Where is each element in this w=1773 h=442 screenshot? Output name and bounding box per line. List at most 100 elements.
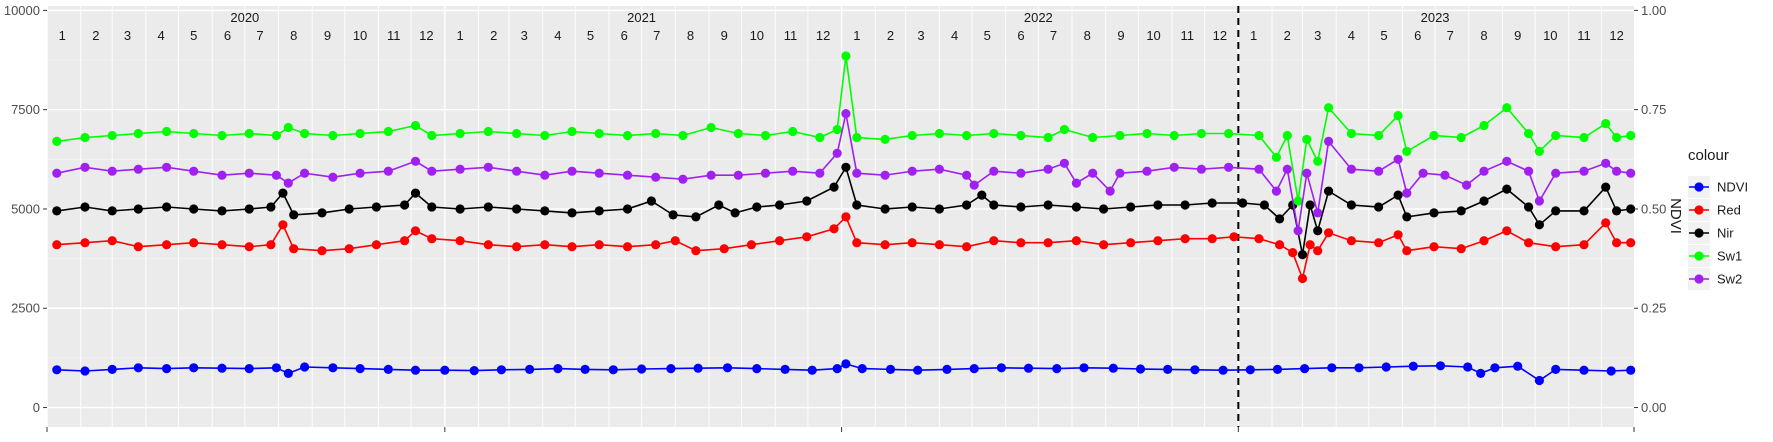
data-point-nir bbox=[244, 204, 254, 214]
data-point-sw2 bbox=[1196, 164, 1206, 174]
month-label: 12 bbox=[419, 28, 433, 43]
data-point-red bbox=[1229, 232, 1239, 242]
data-point-sw2 bbox=[133, 164, 143, 174]
data-point-sw1 bbox=[852, 132, 862, 143]
data-point-red bbox=[266, 240, 276, 250]
data-point-nir bbox=[1043, 200, 1053, 210]
data-point-red bbox=[1626, 238, 1636, 248]
data-point-red bbox=[670, 236, 680, 246]
data-point-sw1 bbox=[1313, 156, 1323, 166]
data-point-sw2 bbox=[1271, 186, 1281, 196]
data-point-nir bbox=[802, 196, 812, 206]
data-point-sw2 bbox=[1016, 168, 1026, 178]
month-label: 2 bbox=[490, 28, 497, 43]
data-point-sw2 bbox=[815, 168, 825, 178]
data-point-nir bbox=[278, 188, 288, 198]
data-point-sw2 bbox=[162, 162, 172, 172]
data-point-sw2 bbox=[52, 168, 62, 178]
data-point-sw1 bbox=[328, 130, 338, 141]
data-point-sw2 bbox=[832, 148, 842, 158]
data-point-nir bbox=[714, 200, 724, 210]
data-point-sw1 bbox=[1324, 103, 1334, 113]
y-tick-label-right: 1.00 bbox=[1641, 3, 1666, 18]
data-point-red bbox=[427, 234, 437, 244]
month-label: 11 bbox=[1577, 28, 1591, 43]
month-label: 7 bbox=[1447, 28, 1454, 43]
data-point-ndvi bbox=[1435, 361, 1446, 371]
data-point-ndvi bbox=[1476, 368, 1486, 378]
y-axis-right: 0.00 0.25 0.50 0.75 1.00 bbox=[1634, 3, 1666, 415]
data-point-sw1 bbox=[1016, 130, 1026, 141]
month-label: 9 bbox=[1514, 28, 1521, 43]
data-point-sw1 bbox=[1524, 128, 1534, 139]
data-point-red bbox=[989, 236, 999, 246]
data-point-red bbox=[907, 238, 917, 248]
month-label: 7 bbox=[256, 28, 263, 43]
data-point-ndvi bbox=[1079, 363, 1089, 373]
data-point-sw1 bbox=[760, 130, 771, 141]
data-point-ndvi bbox=[1023, 363, 1034, 373]
data-point-sw2 bbox=[962, 170, 972, 180]
month-labels: 1 2 3 4 5 6 7 8 9 10 11 12 1 2 3 4 5 6 7 8 9 10 11 12 1 2 3 4 5 6 7 8 9 1… bbox=[59, 28, 1624, 43]
data-point-nir bbox=[189, 204, 199, 214]
month-label: 2 bbox=[92, 28, 99, 43]
data-point-sw1 bbox=[1402, 146, 1412, 156]
month-label: 12 bbox=[1609, 28, 1623, 43]
month-label: 2 bbox=[887, 28, 894, 43]
data-point-nir bbox=[594, 206, 604, 216]
data-point-ndvi bbox=[637, 364, 647, 374]
legend-label: Sw1 bbox=[1717, 249, 1742, 264]
y-tick-label-right: 0.75 bbox=[1641, 102, 1666, 117]
data-point-sw2 bbox=[841, 109, 851, 119]
data-point-red bbox=[651, 240, 661, 250]
data-point-nir bbox=[1153, 200, 1163, 210]
data-point-red bbox=[410, 226, 421, 236]
data-point-nir bbox=[962, 200, 972, 210]
legend-key-point bbox=[1694, 228, 1704, 238]
data-point-ndvi bbox=[328, 363, 338, 373]
data-point-sw1 bbox=[52, 136, 62, 146]
data-point-nir bbox=[1324, 186, 1334, 196]
month-label: 5 bbox=[1380, 28, 1387, 43]
data-point-ndvi bbox=[1626, 365, 1636, 375]
data-point-ndvi bbox=[300, 362, 310, 372]
data-point-nir bbox=[1601, 182, 1611, 192]
data-point-sw1 bbox=[706, 122, 716, 133]
data-point-nir bbox=[907, 202, 917, 212]
data-point-nir bbox=[1313, 226, 1323, 236]
month-label: 5 bbox=[587, 28, 594, 43]
data-point-red bbox=[1016, 238, 1026, 248]
data-point-sw2 bbox=[1346, 164, 1356, 174]
data-point-ndvi bbox=[1513, 361, 1523, 371]
month-label: 7 bbox=[653, 28, 660, 43]
data-point-ndvi bbox=[1135, 364, 1146, 374]
data-point-ndvi bbox=[1579, 365, 1589, 375]
month-label: 10 bbox=[1146, 28, 1160, 43]
panel-background bbox=[47, 6, 1634, 427]
data-point-sw1 bbox=[934, 128, 945, 139]
data-point-nir bbox=[410, 188, 421, 198]
data-point-sw1 bbox=[832, 124, 842, 135]
data-point-sw1 bbox=[1551, 130, 1561, 141]
data-point-nir bbox=[646, 196, 657, 206]
data-point-sw2 bbox=[788, 166, 798, 176]
month-label: 4 bbox=[951, 28, 958, 43]
data-point-red bbox=[1071, 236, 1081, 246]
data-point-ndvi bbox=[693, 363, 703, 373]
data-point-ndvi bbox=[525, 364, 535, 374]
data-point-sw1 bbox=[1196, 128, 1206, 139]
data-point-nir bbox=[1402, 212, 1412, 222]
data-point-red bbox=[1601, 218, 1611, 228]
data-point-ndvi bbox=[162, 364, 172, 374]
data-point-sw1 bbox=[1456, 132, 1466, 143]
data-point-red bbox=[1374, 238, 1384, 248]
legend-label: Nir bbox=[1717, 226, 1734, 241]
data-point-sw2 bbox=[1551, 168, 1561, 178]
data-point-red bbox=[107, 236, 117, 246]
y-tick-label-left: 7500 bbox=[11, 102, 40, 117]
data-point-ndvi bbox=[807, 365, 817, 375]
data-point-red bbox=[1429, 242, 1439, 252]
data-point-sw2 bbox=[1324, 136, 1334, 146]
data-point-sw2 bbox=[1524, 166, 1534, 176]
data-point-nir bbox=[829, 182, 839, 192]
